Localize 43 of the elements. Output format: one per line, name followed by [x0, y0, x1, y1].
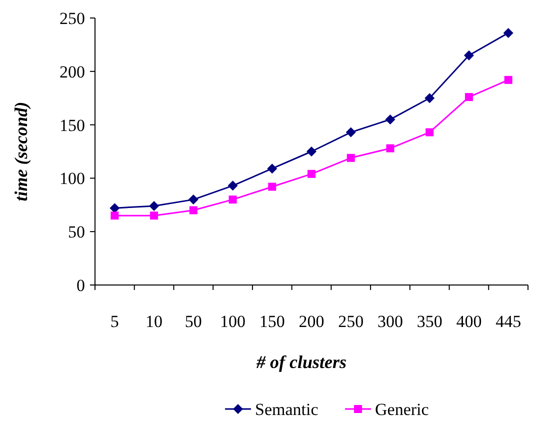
y-tick-label: 50 — [68, 222, 85, 242]
x-tick-label: 350 — [416, 312, 442, 331]
y-tick-label: 200 — [60, 62, 85, 82]
x-axis-title: # of clusters — [256, 352, 346, 372]
point — [346, 127, 356, 138]
point — [386, 144, 394, 152]
point — [110, 212, 119, 220]
y-tick-label: 250 — [60, 8, 85, 28]
x-tick-label: 250 — [338, 312, 364, 331]
point — [424, 93, 435, 104]
point — [150, 212, 158, 220]
legend-label: Generic — [375, 400, 430, 419]
point — [267, 164, 278, 174]
point — [385, 114, 396, 124]
point — [306, 146, 316, 156]
legend-label: Semantic — [255, 400, 319, 419]
x-tick-label: 10 — [146, 312, 163, 331]
x-tick-label: 445 — [496, 312, 522, 331]
x-tick-label: 50 — [184, 312, 202, 331]
point — [189, 206, 198, 214]
point — [268, 182, 276, 191]
point — [464, 93, 473, 102]
point — [464, 50, 474, 60]
point — [149, 200, 160, 211]
point — [426, 128, 434, 136]
y-tick-label: 100 — [60, 169, 85, 188]
x-tick-label: 150 — [259, 312, 285, 331]
point — [228, 196, 237, 204]
point — [110, 203, 120, 214]
point — [504, 76, 512, 84]
x-tick-label: 400 — [456, 312, 482, 331]
x-tick-label: 300 — [377, 312, 403, 331]
point — [228, 180, 238, 191]
point — [503, 28, 514, 38]
y-tick-label: 150 — [60, 116, 85, 135]
point — [308, 170, 316, 178]
point — [188, 194, 198, 205]
x-tick-label: 100 — [220, 312, 246, 331]
y-tick-label: 0 — [76, 276, 85, 295]
x-tick-label: 200 — [298, 312, 324, 331]
point — [346, 154, 355, 162]
x-tick-label: 5 — [110, 312, 119, 331]
y-axis-title: time (second) — [11, 102, 31, 202]
